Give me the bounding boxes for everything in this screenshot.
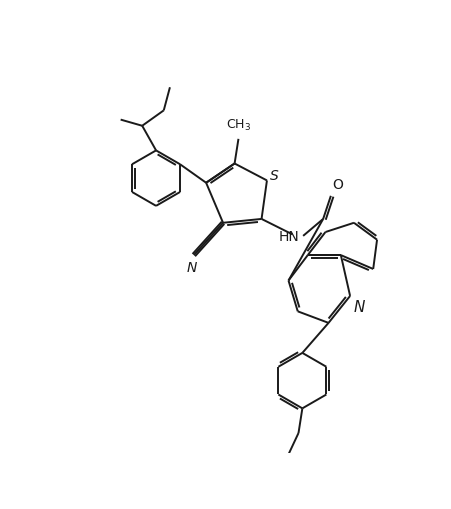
Text: N: N [354, 300, 365, 315]
Text: CH$_3$: CH$_3$ [226, 118, 251, 133]
Text: HN: HN [278, 231, 299, 244]
Text: S: S [270, 169, 279, 183]
Text: N: N [187, 261, 198, 275]
Text: O: O [332, 178, 343, 192]
